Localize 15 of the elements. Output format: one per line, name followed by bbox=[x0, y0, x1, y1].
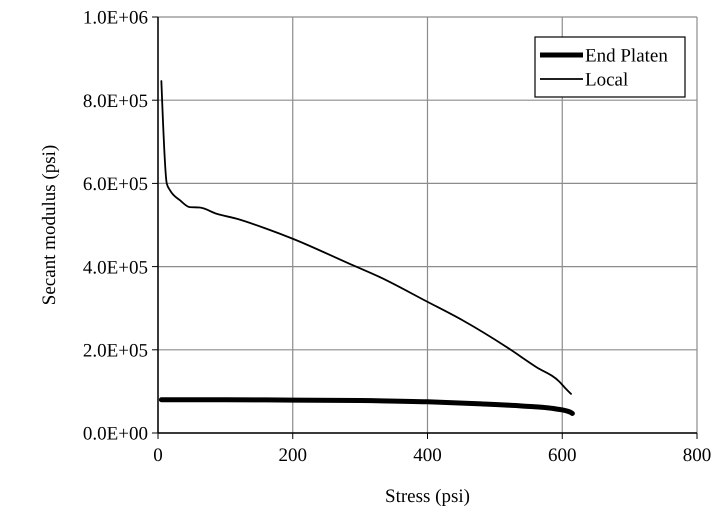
y-tick-label: 2.0E+05 bbox=[82, 340, 148, 362]
y-tick-label: 0.0E+00 bbox=[82, 424, 148, 445]
legend-label: Local bbox=[585, 70, 628, 91]
x-tick-label: 600 bbox=[548, 445, 576, 466]
legend-label: End Platen bbox=[585, 46, 668, 67]
y-tick-label: 8.0E+05 bbox=[82, 90, 148, 112]
y-tick-label: 1.0E+06 bbox=[82, 8, 148, 29]
x-axis-title: Stress (psi) bbox=[385, 486, 470, 507]
x-tick-label: 800 bbox=[682, 445, 712, 466]
y-axis-title: Secant modulus (psi) bbox=[39, 144, 60, 306]
y-tick-label: 4.0E+05 bbox=[82, 257, 148, 278]
y-tick-label: 6.0E+05 bbox=[82, 174, 148, 196]
x-tick-label: 0 bbox=[153, 445, 163, 466]
x-tick-label: 200 bbox=[278, 445, 307, 466]
x-tick-label: 400 bbox=[413, 445, 442, 466]
